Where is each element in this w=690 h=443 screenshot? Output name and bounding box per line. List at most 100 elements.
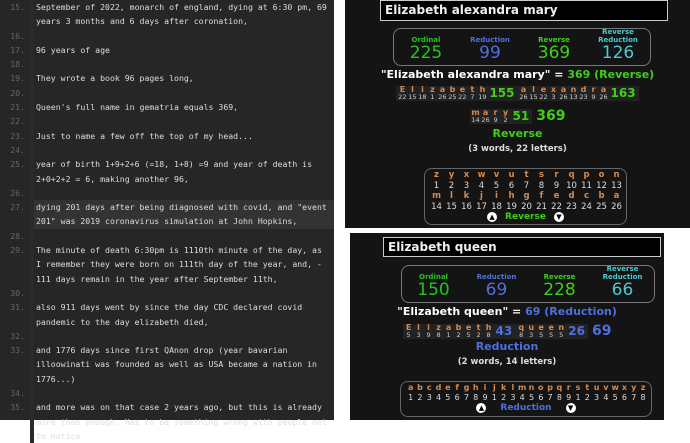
word-sum: 43 — [495, 323, 513, 338]
line-text — [30, 85, 334, 101]
cipher-value: 1 — [433, 180, 440, 191]
word-sum: 155 — [489, 86, 515, 100]
cipher-letter: d — [568, 191, 575, 201]
cipher-letter: t — [585, 383, 590, 392]
letter: q — [518, 322, 525, 332]
cipher-letter: e — [553, 191, 560, 201]
phrase-input[interactable]: Elizabeth alexandra mary — [380, 0, 668, 21]
cipher-letter: q — [568, 170, 575, 180]
letter: e — [540, 85, 547, 94]
line-text — [30, 28, 334, 43]
letter-value: 22 — [539, 93, 548, 101]
cipher-nav-label: Reduction — [500, 403, 552, 413]
letter-value: 1 — [430, 93, 435, 101]
cipher-value: 6 — [454, 393, 460, 402]
cipher-value: 13 — [611, 180, 622, 191]
chevron-up-icon[interactable]: ▲ — [487, 212, 498, 222]
line-text: They wrote a book 96 pages long, — [30, 71, 334, 86]
cipher-value: 4 — [435, 393, 442, 402]
result-line: "Elizabeth queen" = 69 (Reduction) — [350, 305, 664, 318]
line-number: 34. — [10, 388, 25, 399]
editor-line: 17. 96 years of age — [0, 42, 334, 58]
cipher-value: 7 — [631, 393, 637, 402]
score-label: Reverse Reduction — [598, 28, 638, 44]
gematria-panel-2: Elizabeth queen Ordinal 150 Reduction 69 Rev… — [350, 233, 664, 420]
cipher-value: 3 — [594, 393, 600, 402]
cipher-letter: z — [434, 170, 439, 180]
cipher-letter: d — [435, 383, 442, 392]
letter: n — [570, 85, 577, 94]
line-number: 16. — [10, 30, 25, 41]
cipher-value: 18 — [491, 201, 502, 212]
line-number: 18. — [10, 59, 25, 70]
line-text: The minute of death 6:30pm is 1110th min… — [30, 243, 334, 286]
score-reduction: Reduction 69 — [465, 273, 528, 300]
score-value: 66 — [611, 280, 634, 300]
score-value: 225 — [409, 43, 443, 63]
result-value: 69 (Reduction) — [525, 305, 617, 318]
cipher-value: 7 — [523, 180, 530, 191]
line-text: dying 201 days after being diagnosed wit… — [30, 200, 334, 229]
cipher-letter: m — [432, 191, 441, 201]
letter-tile: a 26 — [519, 86, 529, 101]
letter: m — [471, 107, 480, 117]
letter-tile: a 26 — [481, 108, 491, 124]
letter: i — [427, 322, 430, 332]
letter-value: 9 — [426, 330, 431, 339]
result-line: "Elizabeth alexandra mary" = 369 (Revers… — [345, 68, 690, 81]
phrase-total: 69 — [591, 323, 612, 339]
phrase-input[interactable]: Elizabeth queen — [383, 237, 661, 257]
letter: E — [405, 322, 412, 332]
cipher-letter: y — [631, 383, 637, 392]
score-label: Ordinal — [411, 36, 441, 44]
cipher-letter: c — [426, 383, 432, 392]
cipher-value: 19 — [506, 201, 517, 212]
letter: z — [436, 322, 441, 332]
word-row: E 5 l 3 i 9 z 8 a 1 b 2 e 5 t 2 h 8 43 q 8 u 3 e 5 e 5 n 5 26 69 — [350, 323, 664, 339]
letter: a — [520, 85, 527, 94]
score-value: 369 — [537, 43, 571, 63]
letter-value: 26 — [559, 93, 568, 101]
cipher-value: 8 — [556, 393, 562, 402]
letter-tile: E 22 — [397, 86, 407, 101]
cipher-value: 23 — [566, 201, 577, 212]
line-text — [30, 328, 334, 344]
letter-value: 3 — [529, 330, 534, 339]
line-text — [30, 57, 334, 72]
cipher-value: 8 — [640, 393, 646, 402]
chevron-down-icon[interactable]: ▼ — [565, 403, 576, 413]
chevron-up-icon[interactable]: ▲ — [476, 403, 487, 413]
cipher-value: 1 — [408, 393, 414, 402]
line-text — [30, 285, 334, 301]
letter: l — [532, 85, 535, 94]
letter: h — [485, 322, 492, 332]
cipher-letter: s — [575, 383, 581, 392]
gematria-panel-1: Elizabeth alexandra mary Ordinal 225 Reduc… — [345, 0, 690, 228]
chevron-down-icon[interactable]: ▼ — [553, 212, 564, 222]
line-number: 21. — [10, 102, 25, 113]
letter-value: 2 — [456, 330, 461, 339]
score-value: 126 — [601, 43, 635, 63]
cipher-value: 5 — [445, 393, 451, 402]
letter-value: 22 — [458, 93, 467, 101]
cipher-letter: i — [495, 191, 498, 201]
word-sum: 51 — [512, 108, 530, 123]
text-editor[interactable]: 15. September of 2022, monarch of england… — [0, 0, 334, 443]
word-count: (3 words, 22 letters) — [468, 144, 567, 154]
letter: e — [465, 322, 472, 332]
editor-line: 20. — [0, 85, 334, 101]
editor-line: 26. — [0, 185, 334, 201]
letter: y — [502, 107, 509, 117]
editor-line: 32. — [0, 328, 334, 344]
score-label: Reverse Reduction — [602, 265, 643, 281]
word-sum: 163 — [610, 86, 636, 100]
cipher-letter: b — [598, 191, 605, 201]
cipher-name: Reduction — [475, 340, 539, 353]
word-breakdown: E 5 l 3 i 9 z 8 a 1 b 2 e 5 t 2 h 8 43 — [402, 322, 516, 339]
cipher-letter: l — [450, 191, 453, 201]
